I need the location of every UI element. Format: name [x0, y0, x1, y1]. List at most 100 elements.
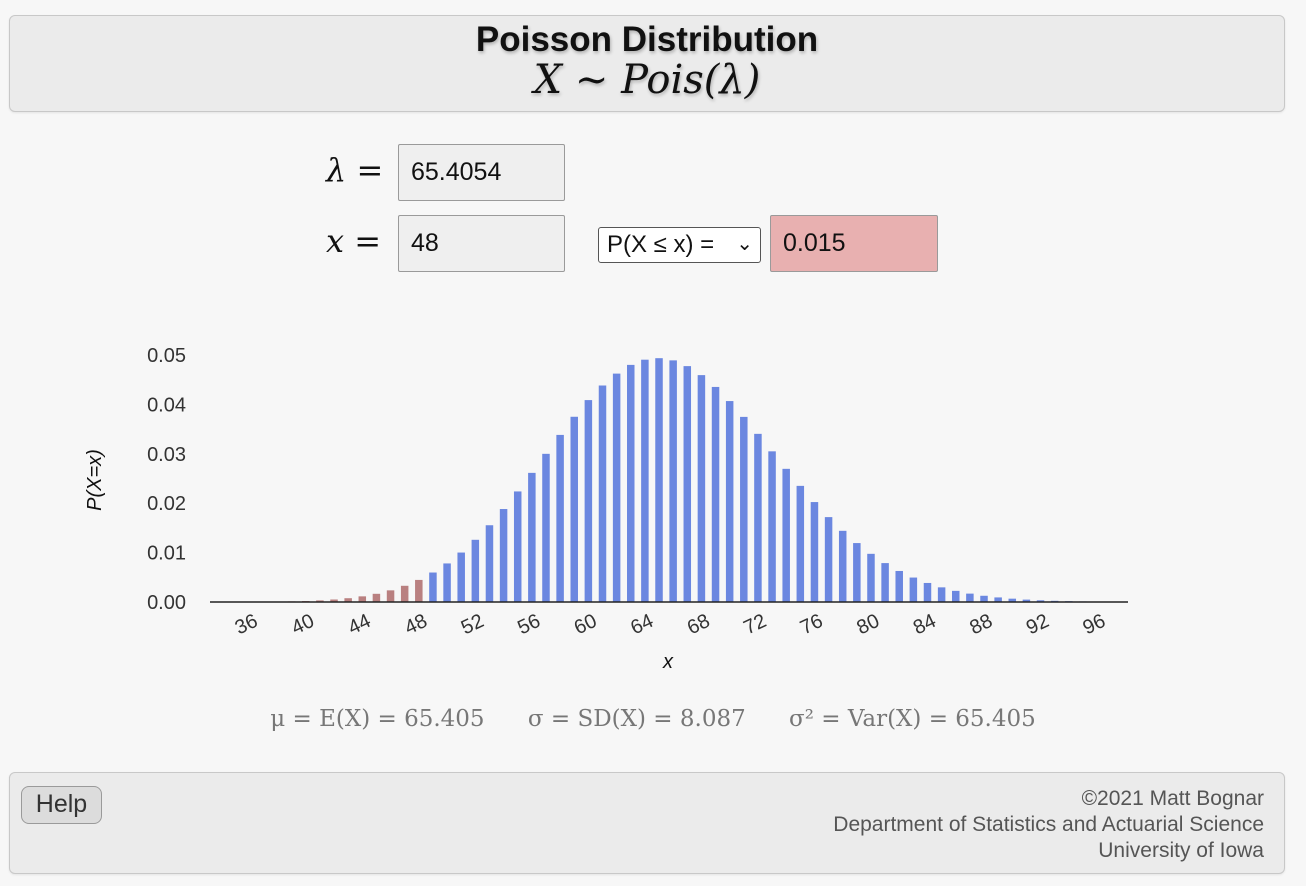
- bar-x63: [627, 364, 635, 602]
- university: University of Iowa: [1098, 839, 1264, 862]
- bar-x43: [344, 598, 352, 602]
- x-tick-label: 56: [514, 610, 543, 639]
- x-tick-label: 44: [345, 610, 374, 639]
- x-tick-label: 84: [910, 610, 939, 639]
- x-tick-label: 60: [571, 610, 600, 639]
- bar-x90: [1008, 598, 1017, 602]
- y-tick-label: 0.05: [147, 345, 186, 367]
- x-tick-label: 64: [627, 610, 656, 639]
- bar-x58: [556, 434, 564, 602]
- bar-x45: [372, 593, 381, 602]
- bar-x71: [740, 416, 748, 602]
- x-tick-label: 88: [966, 610, 995, 639]
- bar-x53: [485, 525, 494, 602]
- bar-x60: [584, 400, 593, 602]
- bar-x76: [810, 502, 819, 602]
- y-tick-label: 0.03: [147, 444, 186, 466]
- bar-x47: [400, 585, 409, 602]
- bar-x62: [612, 373, 621, 602]
- x-tick-label: 48: [401, 610, 430, 639]
- y-tick-label: 0.04: [147, 394, 186, 416]
- bar-x77: [824, 517, 833, 602]
- x-axis-label: x: [662, 651, 674, 673]
- x-tick-label: 68: [684, 610, 713, 639]
- bar-x83: [909, 577, 918, 602]
- bar-x52: [471, 539, 480, 602]
- bar-x78: [838, 530, 847, 602]
- x-label: x =: [326, 222, 382, 260]
- bar-x66: [669, 360, 677, 602]
- y-tick-label: 0.02: [147, 493, 186, 515]
- bar-x61: [598, 385, 607, 602]
- x-tick-label: 76: [797, 610, 826, 639]
- mean-stat: μ = E(X) = 65.405: [270, 706, 485, 732]
- bar-x89: [994, 597, 1002, 602]
- bar-x48: [415, 579, 423, 602]
- bar-x68: [697, 375, 706, 602]
- bar-x69: [711, 386, 720, 602]
- pmf-chart: 0.00 0.01 0.02 0.03 0.04 0.05 36 40 44 48 52 56 60 6…: [84, 345, 1128, 673]
- bar-x84: [923, 582, 932, 602]
- help-button[interactable]: Help: [21, 786, 102, 824]
- bar-x51: [457, 552, 465, 602]
- x-tick-label: 52: [458, 610, 487, 639]
- page-title: Poisson Distribution: [475, 20, 819, 59]
- bar-x49: [429, 572, 437, 602]
- bar-x91: [1022, 599, 1031, 602]
- x-tick-label: 36: [232, 610, 261, 639]
- chevron-down-icon: ⌄: [736, 233, 753, 255]
- x-input[interactable]: 48: [398, 215, 565, 272]
- bar-x75: [796, 485, 805, 602]
- y-tick-labels: 0.00 0.01 0.02 0.03 0.04 0.05: [147, 345, 186, 614]
- sd-stat: σ = SD(X) = 8.087: [527, 706, 746, 732]
- bar-x88: [980, 595, 988, 602]
- y-tick-label: 0.00: [147, 592, 186, 614]
- probability-type-label: P(X ≤ x) =: [607, 231, 715, 258]
- lambda-label: λ =: [326, 151, 384, 189]
- header-panel: Poisson Distribution X ∼ Pois(λ): [9, 15, 1285, 112]
- bar-x41: [316, 600, 324, 602]
- bar-x82: [895, 570, 903, 602]
- bar-x92: [1036, 600, 1045, 602]
- bar-x46: [386, 590, 395, 602]
- credits: ©2021 Matt Bognar Department of Statisti…: [833, 786, 1264, 864]
- probability-result[interactable]: 0.015: [770, 215, 938, 272]
- bar-x79: [853, 543, 861, 602]
- x-tick-label: 92: [1023, 610, 1052, 639]
- bar-x87: [966, 593, 974, 602]
- y-tick-label: 0.01: [147, 543, 186, 565]
- summary-statistics: μ = E(X) = 65.405 σ = SD(X) = 8.087 σ² =…: [0, 706, 1306, 732]
- bar-x44: [358, 596, 367, 602]
- bar-x67: [683, 366, 692, 602]
- variance-stat: σ² = Var(X) = 65.405: [789, 706, 1036, 732]
- x-tick-label: 80: [853, 610, 882, 639]
- bar-x72: [754, 433, 762, 602]
- footer-panel: Help ©2021 Matt Bognar Department of Sta…: [9, 772, 1285, 874]
- bar-x65: [655, 358, 663, 602]
- x-tick-labels: 36 40 44 48 52 56 60 64 68 72 76 80 84 88 92 96: [232, 610, 1109, 639]
- distribution-notation: X ∼ Pois(λ): [533, 57, 761, 103]
- y-axis-label: P(X=x): [84, 449, 106, 511]
- bar-x57: [542, 453, 550, 602]
- bar-x42: [330, 599, 338, 602]
- bar-x80: [867, 553, 875, 602]
- bar-x73: [768, 451, 776, 602]
- department: Department of Statistics and Actuarial S…: [833, 813, 1264, 836]
- bar-x64: [641, 359, 649, 602]
- bar-x81: [881, 563, 889, 602]
- bar-x86: [952, 590, 960, 602]
- x-tick-label: 96: [1080, 610, 1109, 639]
- bar-x55: [513, 491, 522, 602]
- bar-x74: [782, 468, 790, 602]
- bar-x85: [937, 587, 946, 602]
- x-tick-label: 72: [740, 610, 769, 639]
- bar-x59: [570, 416, 578, 602]
- probability-type-select[interactable]: P(X ≤ x) = ⌄: [598, 227, 761, 263]
- lambda-input[interactable]: 65.4054: [398, 144, 565, 201]
- bar-x54: [499, 509, 508, 602]
- bar-x56: [528, 472, 536, 602]
- chart-bars: [273, 358, 1101, 602]
- copyright: ©2021 Matt Bognar: [1081, 787, 1264, 810]
- x-tick-label: 40: [288, 610, 317, 639]
- bar-x70: [725, 401, 734, 602]
